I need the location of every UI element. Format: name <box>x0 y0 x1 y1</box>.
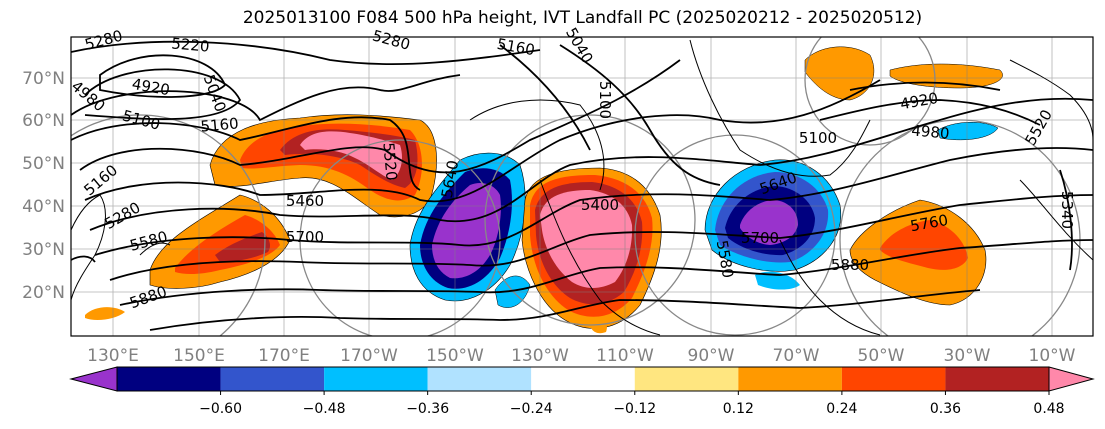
colorbar-segment <box>220 367 325 391</box>
contour-label: 4980 <box>911 121 951 142</box>
longitude-label: 150°W <box>426 346 484 366</box>
colorbar-segment <box>738 367 842 391</box>
colorbar-tick-label: −0.36 <box>406 401 449 417</box>
contour-label: 5400 <box>581 196 619 214</box>
longitude-labels: 130°E 150°E 170°E 170°W 150°W 130°W 110°W 90°W 7… <box>87 346 1076 366</box>
colorbar-tick-label: −0.48 <box>303 401 346 417</box>
latitude-label: 30°N <box>22 240 65 260</box>
longitude-label: 70°W <box>773 346 820 366</box>
coastlines <box>71 39 1093 336</box>
contour-label: 5340 <box>1058 191 1076 229</box>
ivt-positive-atlantic <box>804 46 1003 306</box>
longitude-label: 30°W <box>944 346 991 366</box>
colorbar-tick-label: 0.24 <box>826 401 857 417</box>
contour-label: 5700 <box>286 228 324 246</box>
contour-label: 5460 <box>286 192 324 210</box>
latitude-label: 40°N <box>22 197 65 217</box>
colorbar-tick-label: 0.12 <box>723 401 754 417</box>
contour-label: 5520 <box>379 142 400 182</box>
colorbar-segment <box>117 367 221 391</box>
colorbar <box>69 366 1095 392</box>
latitude-label: 20°N <box>22 283 65 303</box>
map-title: 2025013100 F084 500 hPa height, IVT Land… <box>242 8 923 28</box>
colorbar-extend-high <box>1048 366 1095 392</box>
map-frame-border <box>70 36 1094 337</box>
colorbar-tick-label: −0.60 <box>199 401 242 417</box>
latitude-label: 50°N <box>22 154 65 174</box>
contour-label: 5220 <box>171 34 211 55</box>
contour-label: 5700 <box>741 229 779 247</box>
colorbar-segment <box>945 367 1049 391</box>
longitude-label: 170°E <box>258 346 310 366</box>
longitude-label: 170°W <box>340 346 398 366</box>
colorbar-tick-label: 0.48 <box>1033 401 1064 417</box>
latitude-label: 70°N <box>22 69 65 89</box>
colorbar-tick-label: −0.12 <box>613 401 656 417</box>
longitude-label: 130°W <box>511 346 569 366</box>
map-layers <box>71 37 1093 336</box>
graticule <box>71 37 1093 336</box>
longitude-label: 150°E <box>173 346 225 366</box>
longitude-label: 90°W <box>688 346 735 366</box>
longitude-label: 50°W <box>858 346 905 366</box>
colorbar-tick-label: 0.36 <box>930 401 961 417</box>
ivt-negative-east-coast <box>704 159 842 290</box>
contour-label: 5100 <box>596 81 614 119</box>
colorbar-ticks: −0.60 −0.48 −0.36 −0.24 −0.12 0.12 0.24 0.36 0.4… <box>199 391 1065 417</box>
colorbar-segment <box>427 367 532 391</box>
contour-label: 5100 <box>799 129 837 147</box>
contour-label: 5160 <box>200 114 240 135</box>
colorbar-segment <box>324 367 428 391</box>
colorbar-border <box>116 366 1050 392</box>
latitude-label: 60°N <box>22 111 65 131</box>
colorbar-tick-label: −0.24 <box>510 401 553 417</box>
longitude-label: 130°E <box>87 346 139 366</box>
colorbar-extend-low <box>69 366 118 392</box>
latitude-labels: 70°N 60°N 50°N 40°N 30°N 20°N <box>22 69 65 303</box>
contour-label: 5880 <box>831 256 869 274</box>
ivt-positive-west-coast <box>494 167 662 334</box>
colorbar-segment <box>634 367 739 391</box>
colorbar-segment <box>531 367 635 391</box>
longitude-label: 110°W <box>596 346 654 366</box>
colorbar-segment <box>841 367 946 391</box>
height-contours <box>71 40 1093 331</box>
longitude-label: 10°W <box>1029 346 1076 366</box>
